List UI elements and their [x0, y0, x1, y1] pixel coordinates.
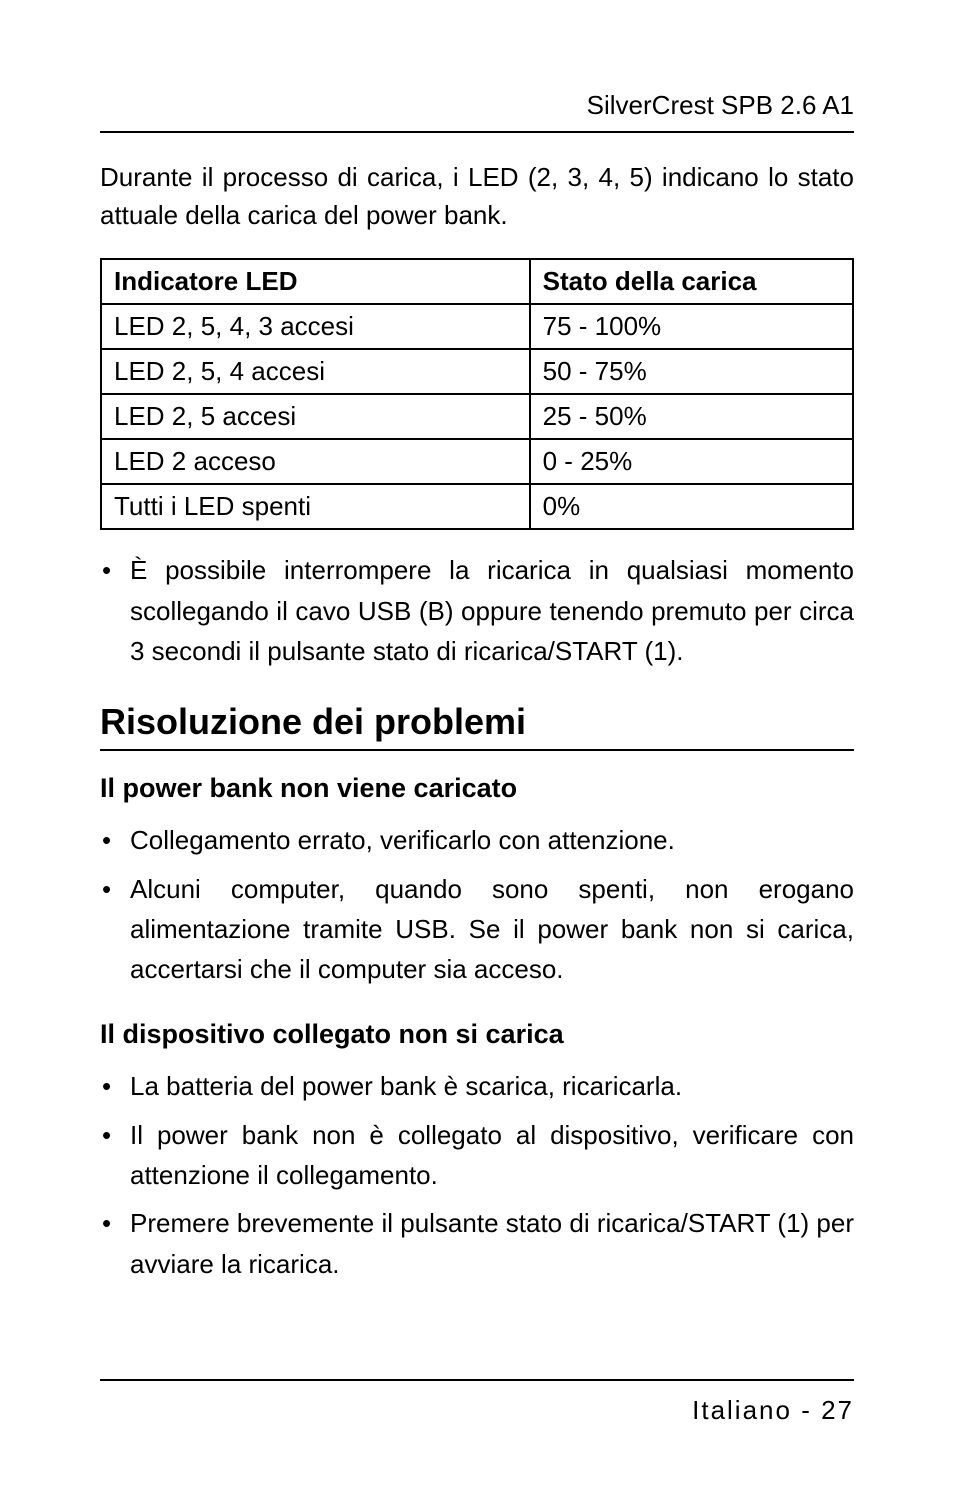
td-indicator: LED 2, 5 accesi — [101, 394, 530, 439]
td-indicator: Tutti i LED spenti — [101, 484, 530, 529]
td-indicator: LED 2, 5, 4, 3 accesi — [101, 304, 530, 349]
td-state: 25 - 50% — [530, 394, 853, 439]
list-item: Alcuni computer, quando sono spenti, non… — [100, 869, 854, 990]
subsection-2-title: Il dispositivo collegato non si carica — [100, 1019, 854, 1050]
page-header: SilverCrest SPB 2.6 A1 — [100, 90, 854, 133]
intro-paragraph: Durante il processo di carica, i LED (2,… — [100, 159, 854, 234]
table-row: LED 2, 5, 4 accesi 50 - 75% — [101, 349, 853, 394]
led-indicator-table: Indicatore LED Stato della carica LED 2,… — [100, 258, 854, 530]
table-row: Tutti i LED spenti 0% — [101, 484, 853, 529]
list-item: Collegamento errato, verificarlo con att… — [100, 820, 854, 860]
table-row: LED 2, 5, 4, 3 accesi 75 - 100% — [101, 304, 853, 349]
list-item: È possibile interrompere la ricarica in … — [100, 550, 854, 671]
subsection-1-list: Collegamento errato, verificarlo con att… — [100, 820, 854, 989]
td-state: 75 - 100% — [530, 304, 853, 349]
th-indicator: Indicatore LED — [101, 259, 530, 304]
subsection-1-title: Il power bank non viene caricato — [100, 773, 854, 804]
th-state: Stato della carica — [530, 259, 853, 304]
td-state: 0 - 25% — [530, 439, 853, 484]
table-row: LED 2 acceso 0 - 25% — [101, 439, 853, 484]
td-state: 50 - 75% — [530, 349, 853, 394]
table-header-row: Indicatore LED Stato della carica — [101, 259, 853, 304]
subsection-2-list: La batteria del power bank è scarica, ri… — [100, 1066, 854, 1283]
table-row: LED 2, 5 accesi 25 - 50% — [101, 394, 853, 439]
page: SilverCrest SPB 2.6 A1 Durante il proces… — [0, 0, 954, 1486]
list-item: Il power bank non è collegato al disposi… — [100, 1115, 854, 1196]
td-state: 0% — [530, 484, 853, 529]
td-indicator: LED 2 acceso — [101, 439, 530, 484]
list-item: La batteria del power bank è scarica, ri… — [100, 1066, 854, 1106]
page-footer: Italiano - 27 — [100, 1379, 854, 1426]
td-indicator: LED 2, 5, 4 accesi — [101, 349, 530, 394]
list-item: Premere brevemente il pulsante stato di … — [100, 1203, 854, 1284]
bullet-list-after-table: È possibile interrompere la ricarica in … — [100, 550, 854, 671]
section-title: Risoluzione dei problemi — [100, 701, 854, 751]
